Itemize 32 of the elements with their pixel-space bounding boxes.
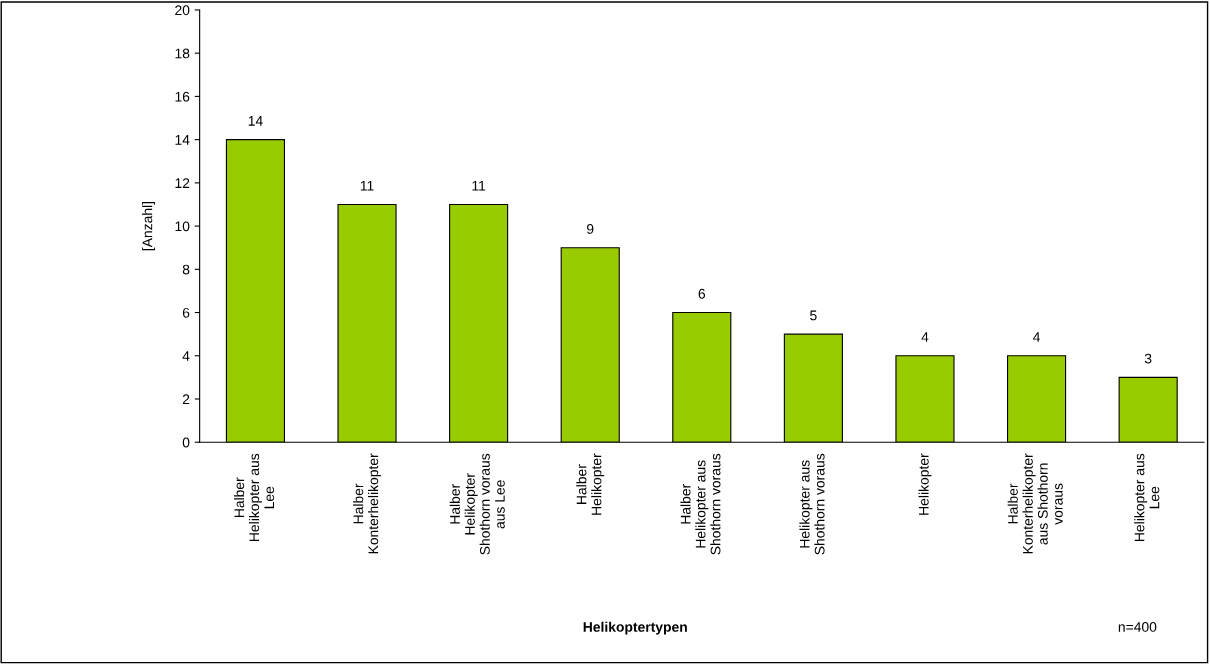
x-tick-label: Helikopter aus Lee (1134, 453, 1160, 541)
y-tick-label: 16 (175, 91, 190, 102)
data-label: 5 (810, 310, 817, 321)
x-tick-label: Halber Konterhelikopter (353, 453, 381, 554)
x-tick-label: Halber Helikopter (576, 453, 605, 515)
data-label: 4 (921, 332, 929, 342)
x-axis-title: Helikoptertypen (583, 621, 687, 635)
y-tick-label: 2 (182, 394, 190, 405)
x-tick-label: Halber Helikopter Shothorn voraus aus Lee (449, 453, 505, 555)
data-label: 3 (1144, 353, 1152, 364)
y-tick-label: 8 (182, 264, 190, 275)
y-axis-title: [Anzahl] (142, 201, 156, 251)
y-tick-label: 12 (175, 178, 190, 188)
data-label: 4 (1033, 332, 1041, 342)
text: n=400 (1118, 622, 1157, 632)
x-tick-label: Halber Konterhelikopter aus Shothorn voraus (1007, 453, 1063, 554)
y-tick-label: 0 (182, 437, 190, 448)
y-tick-label: 10 (175, 221, 190, 232)
data-label: 6 (698, 288, 706, 299)
y-tick-label: 4 (182, 351, 190, 361)
data-label: 11 (360, 180, 374, 191)
data-label: 14 (248, 116, 263, 126)
data-label: 11 (472, 180, 486, 191)
y-tick-label: 6 (182, 307, 190, 318)
x-tick-label: Halber Helikopter aus Shothorn voraus (680, 453, 721, 555)
data-label: 9 (587, 224, 594, 234)
y-tick-label: 18 (175, 48, 190, 59)
y-tick-label: 20 (175, 5, 190, 16)
x-tick-label: Halber Helikopter aus Lee (234, 453, 275, 541)
x-tick-label: Helikopter aus Shothorn voraus (799, 453, 825, 555)
x-tick-label: Helikopter (918, 453, 932, 515)
y-tick-label: 14 (175, 135, 190, 145)
